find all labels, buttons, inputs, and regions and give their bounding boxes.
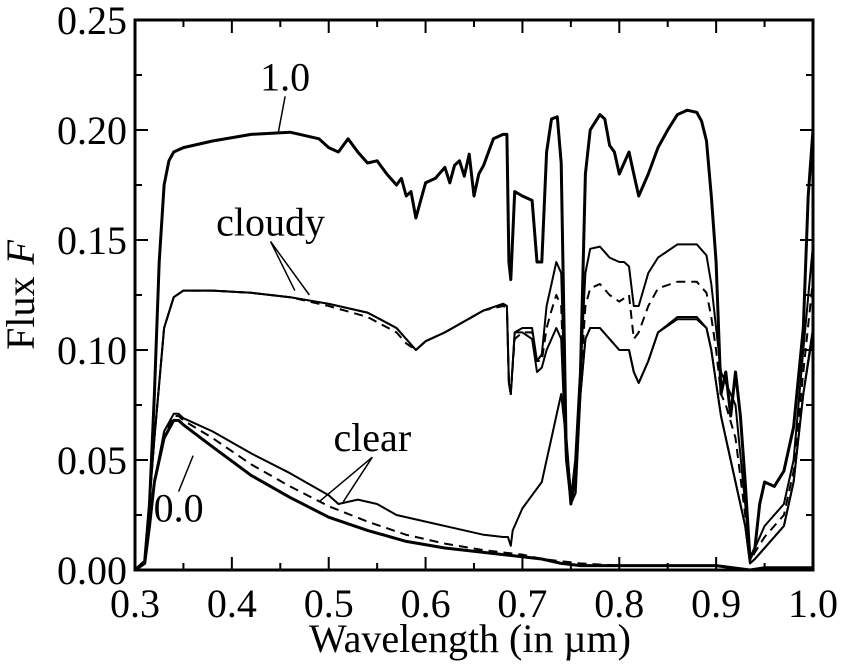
svg-text:FluxF: Flux F: [0, 240, 43, 350]
annotation-pointer: [342, 456, 373, 503]
x-axis-title: Wavelength (in µm): [309, 616, 631, 661]
annotation-label: clear: [333, 415, 411, 460]
axis-ticks: 0.3 0.4 0.5 0.6 0.7 0.8 0.9 1.0 0.00 0.05 0.10 0.15…: [57, 0, 838, 626]
y-tick-label: 0.05: [57, 438, 127, 483]
x-tick-label: 0.6: [401, 581, 451, 626]
y-tick-label: 0.15: [57, 218, 127, 263]
x-tick-label: 0.3: [110, 581, 160, 626]
y-axis-title-symbol: F: [0, 240, 43, 266]
x-tick-label: 0.4: [207, 581, 257, 626]
x-tick-label: 1.0: [788, 581, 838, 626]
x-tick-label: 0.8: [594, 581, 644, 626]
y-tick-label: 0.10: [57, 328, 127, 373]
annotation-pointer: [318, 456, 373, 503]
x-tick-label: 0.7: [497, 581, 547, 626]
series-line-4: [134, 279, 814, 571]
y-axis-title-main: Flux: [0, 277, 43, 350]
y-tick-label: 0.25: [57, 0, 127, 43]
annotation-pointer: [177, 455, 194, 492]
y-tick-label: 0.20: [57, 108, 127, 153]
x-tick-label: 0.9: [691, 581, 741, 626]
y-tick-label: 0.00: [57, 548, 127, 593]
annotation-pointers: [177, 96, 373, 503]
series-line-3: [134, 289, 814, 571]
series-line-2: [134, 243, 814, 571]
annotation-label: 0.0: [154, 486, 204, 531]
series-layer: [133, 108, 815, 572]
annotation-pointer: [277, 96, 286, 133]
series-line-5: [134, 318, 814, 571]
series-line-6: [134, 415, 813, 571]
x-tick-label: 0.5: [304, 581, 354, 626]
plot-frame: [133, 18, 815, 572]
series-line-1: [133, 108, 815, 572]
annotation-label: 1.0: [260, 54, 310, 99]
annotation-label: cloudy: [216, 200, 325, 245]
y-axis-title: Flux F: [0, 240, 43, 350]
series-line-7: [134, 418, 813, 572]
annotation-pointer: [269, 241, 296, 291]
annotation-pointer: [269, 241, 310, 296]
